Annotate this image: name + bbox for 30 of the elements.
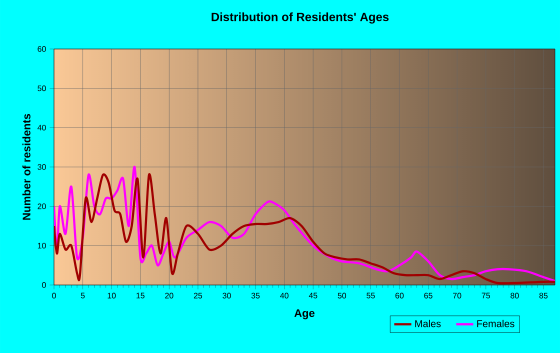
x-tick-label: 70 — [453, 292, 462, 298]
legend-label: Females — [477, 320, 514, 328]
y-tick-label: 60 — [38, 46, 46, 52]
y-tick-label: 30 — [38, 164, 46, 170]
x-tick-label: 35 — [251, 292, 260, 298]
x-tick-label: 85 — [539, 292, 548, 298]
x-tick-label: 10 — [108, 292, 116, 298]
chart-title: Distribution of Residents' Ages — [212, 12, 389, 24]
x-tick-label: 45 — [308, 292, 318, 298]
x-tick-label: 60 — [395, 292, 404, 298]
y-tick-label: 50 — [38, 86, 46, 92]
y-tick-label: 10 — [38, 242, 46, 248]
x-tick-label: 80 — [510, 292, 519, 298]
x-tick-label: 75 — [482, 292, 490, 298]
x-tick-label: 5 — [80, 292, 85, 298]
y-axis-title: Number of residents — [22, 114, 30, 220]
x-tick-label: 65 — [424, 292, 432, 298]
x-tick-label: 20 — [165, 292, 174, 298]
y-tick-label: 40 — [37, 124, 46, 130]
x-tick-label: 15 — [136, 292, 144, 298]
y-tick-label: 0 — [42, 282, 46, 288]
x-tick-label: 25 — [194, 292, 202, 298]
x-axis-title: Age — [294, 309, 315, 320]
x-tick-label: 40 — [280, 292, 288, 298]
x-tick-label: 50 — [338, 292, 346, 298]
x-tick-label: 30 — [222, 292, 231, 298]
y-tick-label: 20 — [38, 203, 46, 210]
x-tick-label: 55 — [366, 292, 375, 298]
legend-label: Males — [415, 320, 441, 328]
x-tick-label: 0 — [52, 292, 56, 298]
